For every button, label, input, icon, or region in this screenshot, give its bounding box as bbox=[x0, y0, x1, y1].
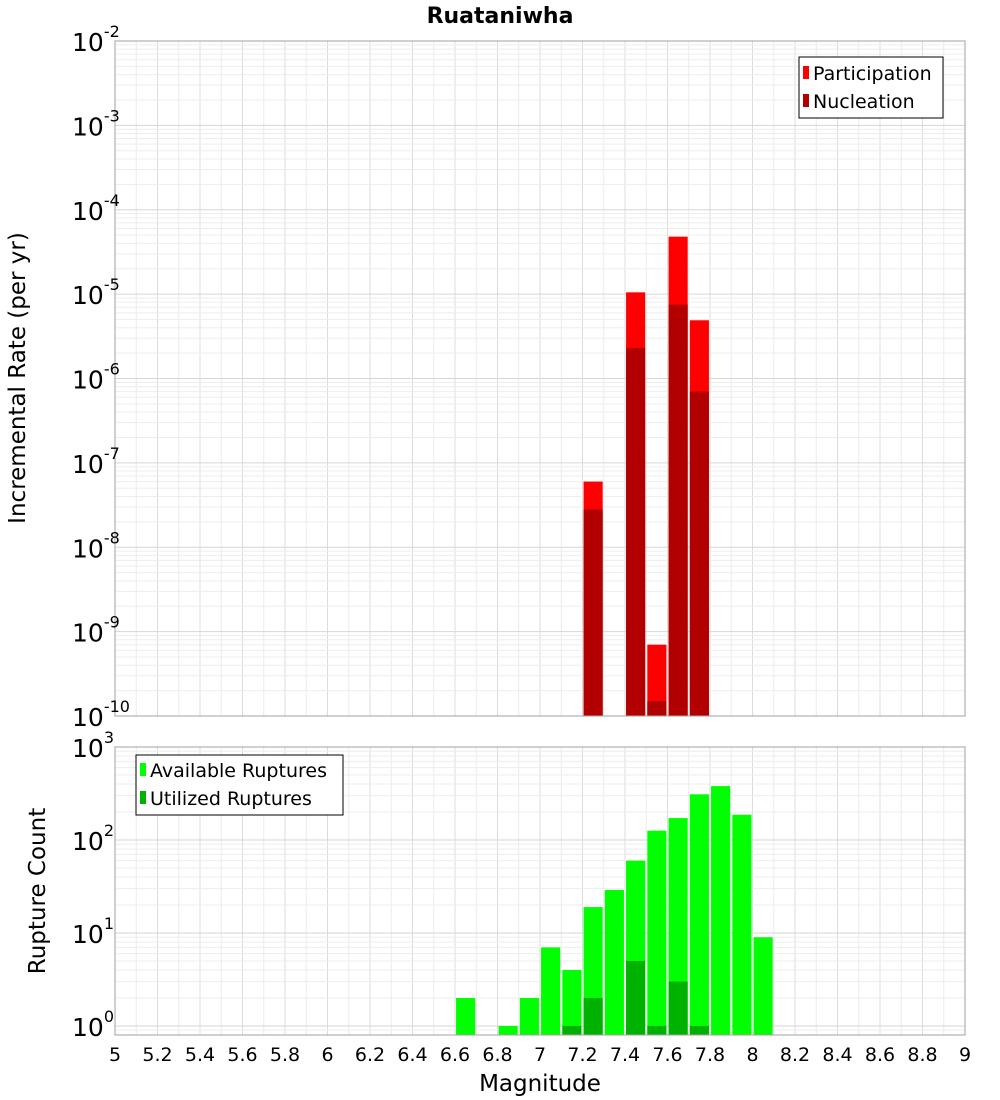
x-tick-label: 8.2 bbox=[780, 1044, 810, 1066]
x-tick-label: 9 bbox=[959, 1044, 971, 1066]
top-y-tick-label: 10-8 bbox=[72, 528, 120, 563]
bottom-y-axis-label: Rupture Count bbox=[25, 808, 51, 974]
bottom-bar-available-ruptures bbox=[456, 997, 476, 1035]
bottom-y-tick-label: 102 bbox=[72, 821, 114, 856]
bottom-bar-available-ruptures bbox=[647, 830, 667, 1035]
legend-label-nucleation: Nucleation bbox=[813, 91, 915, 113]
top-legend: Participation Nucleation bbox=[798, 56, 944, 119]
x-tick-label: 8.8 bbox=[907, 1044, 937, 1066]
top-bar-nucleation bbox=[626, 347, 646, 716]
legend-label-participation: Participation bbox=[813, 63, 932, 85]
x-axis-label: Magnitude bbox=[479, 1071, 601, 1097]
x-tick-label: 8.4 bbox=[822, 1044, 852, 1066]
legend-label-available: Available Ruptures bbox=[150, 760, 327, 782]
top-y-tick-label: 10-4 bbox=[72, 191, 120, 226]
legend-swatch-nucleation bbox=[803, 94, 809, 107]
bottom-bar-utilized-ruptures bbox=[689, 1025, 709, 1035]
top-gridlines bbox=[114, 40, 966, 717]
top-y-tick-labels: 10-10 10-9 10-8 10-7 10-6 10-5 10-4 10-3 10-2 bbox=[72, 22, 130, 732]
x-tick-label: 7 bbox=[534, 1044, 546, 1066]
top-y-tick-label: 10-7 bbox=[72, 444, 120, 479]
x-tick-label: 5.4 bbox=[185, 1044, 215, 1066]
x-tick-label: 5.2 bbox=[142, 1044, 172, 1066]
top-y-tick-label: 10-9 bbox=[72, 613, 120, 648]
bottom-bar-utilized-ruptures bbox=[562, 1025, 582, 1035]
legend-swatch-available bbox=[140, 763, 146, 776]
bottom-bar-available-ruptures bbox=[498, 1025, 518, 1035]
x-tick-label: 6 bbox=[321, 1044, 333, 1066]
legend-swatch-utilized bbox=[140, 791, 146, 804]
top-y-tick-label: 10-10 bbox=[72, 697, 130, 732]
bottom-bar-available-ruptures bbox=[519, 997, 539, 1035]
bottom-y-tick-label: 103 bbox=[72, 728, 114, 763]
top-bar-participation bbox=[647, 644, 667, 716]
bottom-bars bbox=[456, 786, 773, 1035]
bottom-bar-utilized-ruptures bbox=[647, 1025, 667, 1035]
top-y-tick-label: 10-6 bbox=[72, 360, 120, 395]
bottom-bar-available-ruptures bbox=[604, 889, 624, 1035]
bottom-bar-available-ruptures bbox=[753, 937, 773, 1035]
bottom-bar-available-ruptures bbox=[689, 794, 709, 1035]
bottom-bar-available-ruptures bbox=[668, 818, 688, 1035]
top-y-tick-label: 10-3 bbox=[72, 106, 120, 141]
chart-title: Ruataniwha bbox=[427, 4, 574, 29]
rupture-count-plot: 100 101 102 103 5 5.2 5.4 5.6 5.8 6 6.2 6.4 6.6 6.8 7… bbox=[25, 728, 971, 1097]
top-plot-frame bbox=[114, 40, 966, 717]
top-bar-nucleation bbox=[647, 701, 667, 716]
x-tick-label: 6.4 bbox=[397, 1044, 427, 1066]
bottom-bar-utilized-ruptures bbox=[583, 997, 603, 1035]
bottom-bar-available-ruptures bbox=[732, 814, 752, 1035]
bottom-bar-available-ruptures bbox=[562, 969, 582, 1035]
legend-swatch-participation bbox=[803, 66, 809, 79]
participation-rate-plot: 10-10 10-9 10-8 10-7 10-6 10-5 10-4 10-3 10-2 In… bbox=[5, 22, 966, 732]
x-tick-label: 7.2 bbox=[567, 1044, 597, 1066]
x-tick-label: 8 bbox=[746, 1044, 758, 1066]
top-y-axis-label: Incremental Rate (per yr) bbox=[5, 232, 31, 524]
bottom-plot-frame bbox=[114, 746, 966, 1036]
x-tick-label: 5 bbox=[109, 1044, 121, 1066]
top-y-tick-label: 10-5 bbox=[72, 275, 120, 310]
bottom-bar-available-ruptures bbox=[711, 786, 731, 1035]
x-tick-label: 7.6 bbox=[652, 1044, 682, 1066]
x-tick-label: 8.6 bbox=[865, 1044, 895, 1066]
bottom-legend: Available Ruptures Utilized Ruptures bbox=[135, 754, 344, 816]
top-bar-nucleation bbox=[583, 509, 603, 716]
x-tick-label: 5.8 bbox=[270, 1044, 300, 1066]
x-tick-label: 6.6 bbox=[440, 1044, 470, 1066]
bottom-y-tick-label: 101 bbox=[72, 914, 114, 949]
bottom-bar-utilized-ruptures bbox=[626, 960, 646, 1035]
x-tick-label: 7.4 bbox=[610, 1044, 640, 1066]
x-tick-label: 6.8 bbox=[482, 1044, 512, 1066]
bottom-y-tick-labels: 100 101 102 103 bbox=[72, 728, 114, 1042]
x-tick-label: 7.8 bbox=[695, 1044, 725, 1066]
bottom-bar-available-ruptures bbox=[541, 947, 561, 1035]
top-legend-box bbox=[798, 56, 944, 119]
bottom-bar-utilized-ruptures bbox=[668, 981, 688, 1035]
top-bar-nucleation bbox=[689, 391, 709, 716]
x-tick-label: 5.6 bbox=[227, 1044, 257, 1066]
top-y-tick-label: 10-2 bbox=[72, 22, 120, 57]
bottom-legend-box bbox=[135, 754, 344, 816]
bottom-y-tick-label: 100 bbox=[72, 1007, 114, 1042]
x-tick-label: 6.2 bbox=[355, 1044, 385, 1066]
top-bar-nucleation bbox=[668, 304, 688, 716]
top-bars bbox=[583, 236, 709, 716]
x-tick-labels: 5 5.2 5.4 5.6 5.8 6 6.2 6.4 6.6 6.8 7 7.2 7.4 7.6 7.8 8… bbox=[109, 1044, 971, 1066]
legend-label-utilized: Utilized Ruptures bbox=[150, 788, 312, 810]
